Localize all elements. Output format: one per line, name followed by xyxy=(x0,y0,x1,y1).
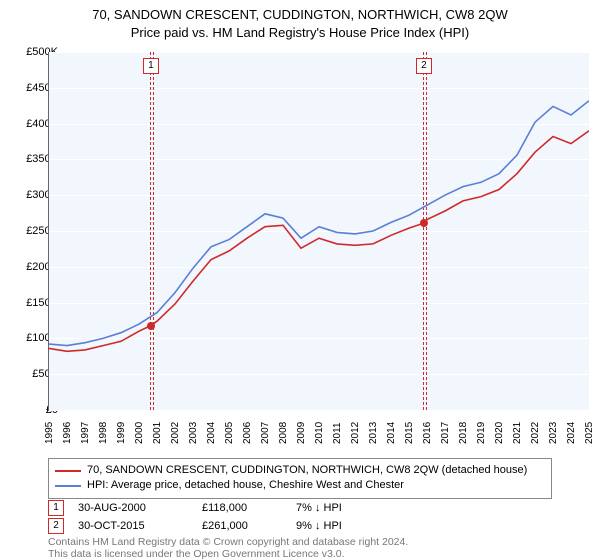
x-tick-label: 2001 xyxy=(152,422,163,444)
x-tick-label: 2003 xyxy=(188,422,199,444)
x-tick-label: 2007 xyxy=(260,422,271,444)
legend-swatch-hpi xyxy=(55,485,81,487)
x-tick-label: 1995 xyxy=(44,422,55,444)
x-tick-label: 2006 xyxy=(242,422,253,444)
event-marker-label: 1 xyxy=(143,58,159,74)
legend-label-hpi: HPI: Average price, detached house, Ches… xyxy=(87,478,404,493)
transaction-diff: 7% ↓ HPI xyxy=(296,502,342,514)
x-tick-label: 2021 xyxy=(512,422,523,444)
footer-attribution: Contains HM Land Registry data © Crown c… xyxy=(48,536,588,560)
x-tick-label: 2010 xyxy=(314,422,325,444)
x-tick-label: 2016 xyxy=(422,422,433,444)
x-tick-label: 2008 xyxy=(278,422,289,444)
x-tick-label: 2013 xyxy=(368,422,379,444)
series-lines xyxy=(49,52,589,410)
transaction-list: 1 30-AUG-2000 £118,000 7% ↓ HPI 2 30-OCT-2015… xyxy=(48,498,588,534)
legend-row-property: 70, SANDOWN CRESCENT, CUDDINGTON, NORTHW… xyxy=(55,463,545,478)
footer-line1: Contains HM Land Registry data © Crown c… xyxy=(48,536,408,548)
x-tick-label: 2024 xyxy=(566,422,577,444)
x-tick-label: 1997 xyxy=(80,422,91,444)
x-tick-label: 2000 xyxy=(134,422,145,444)
series-hpi xyxy=(49,101,589,346)
x-tick-label: 2005 xyxy=(224,422,235,444)
x-tick-label: 2004 xyxy=(206,422,217,444)
footer-line2: This data is licensed under the Open Gov… xyxy=(48,548,345,560)
transaction-badge: 1 xyxy=(48,500,64,516)
x-tick-label: 2002 xyxy=(170,422,181,444)
x-tick-label: 2018 xyxy=(458,422,469,444)
x-tick-label: 2019 xyxy=(476,422,487,444)
transaction-price: £118,000 xyxy=(202,502,282,514)
x-axis-ticks: 1995199619971998199920002001200220032004… xyxy=(48,412,588,460)
title-subtitle: Price paid vs. HM Land Registry's House … xyxy=(0,24,600,42)
transaction-diff: 9% ↓ HPI xyxy=(296,520,342,532)
x-tick-label: 2012 xyxy=(350,422,361,444)
chart-area: 12 xyxy=(48,52,589,411)
transaction-date: 30-AUG-2000 xyxy=(78,502,188,514)
legend-row-hpi: HPI: Average price, detached house, Ches… xyxy=(55,478,545,493)
transaction-date: 30-OCT-2015 xyxy=(78,520,188,532)
x-tick-label: 2009 xyxy=(296,422,307,444)
x-tick-label: 2022 xyxy=(530,422,541,444)
transaction-row: 2 30-OCT-2015 £261,000 9% ↓ HPI xyxy=(48,518,588,534)
x-tick-label: 1999 xyxy=(116,422,127,444)
x-tick-label: 2025 xyxy=(584,422,595,444)
transaction-badge: 2 xyxy=(48,518,64,534)
x-tick-label: 1996 xyxy=(62,422,73,444)
event-dot xyxy=(420,219,428,227)
legend-swatch-property xyxy=(55,470,81,472)
title-address: 70, SANDOWN CRESCENT, CUDDINGTON, NORTHW… xyxy=(0,6,600,24)
x-tick-label: 2015 xyxy=(404,422,415,444)
x-tick-label: 2023 xyxy=(548,422,559,444)
x-tick-label: 2014 xyxy=(386,422,397,444)
legend: 70, SANDOWN CRESCENT, CUDDINGTON, NORTHW… xyxy=(48,458,552,499)
transaction-price: £261,000 xyxy=(202,520,282,532)
chart-title: 70, SANDOWN CRESCENT, CUDDINGTON, NORTHW… xyxy=(0,0,600,41)
event-marker-label: 2 xyxy=(416,58,432,74)
event-dot xyxy=(147,322,155,330)
x-tick-label: 1998 xyxy=(98,422,109,444)
x-tick-label: 2011 xyxy=(332,422,343,444)
x-tick-label: 2017 xyxy=(440,422,451,444)
transaction-row: 1 30-AUG-2000 £118,000 7% ↓ HPI xyxy=(48,500,588,516)
legend-label-property: 70, SANDOWN CRESCENT, CUDDINGTON, NORTHW… xyxy=(87,463,527,478)
x-tick-label: 2020 xyxy=(494,422,505,444)
